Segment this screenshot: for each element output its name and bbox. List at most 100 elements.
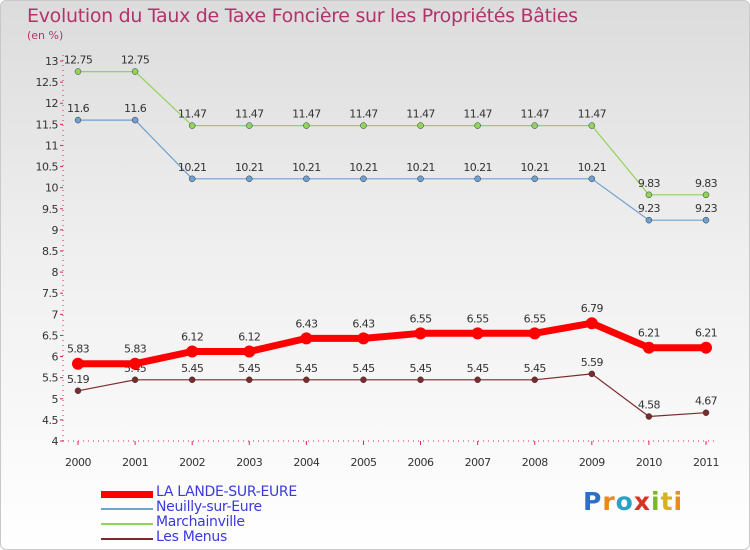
x-tick-label: 2010: [636, 456, 662, 469]
data-label: 5.19: [67, 373, 90, 386]
data-label: 11.6: [67, 102, 90, 115]
data-point: [360, 122, 367, 129]
data-label: 10.21: [578, 161, 607, 174]
data-label: 5.45: [295, 362, 318, 375]
data-label: 11.47: [178, 108, 207, 121]
data-label: 11.47: [463, 108, 492, 121]
data-point: [74, 116, 82, 124]
series-line: [77, 119, 707, 221]
data-point: [303, 122, 310, 129]
data-label: 6.43: [295, 317, 318, 330]
data-point: [474, 376, 481, 384]
data-label: 5.45: [524, 362, 547, 375]
data-label: 6.43: [352, 317, 375, 330]
y-tick-label: 7: [52, 308, 59, 321]
y-tick-label: 5: [52, 393, 59, 406]
data-point: [131, 68, 139, 75]
x-tick-label: 2001: [122, 456, 148, 469]
x-tick-label: 2003: [236, 456, 262, 469]
logo-letter: i: [673, 487, 684, 516]
data-label: 11.47: [578, 108, 607, 121]
data-point: [188, 175, 196, 183]
data-point: [645, 216, 653, 224]
logo-letter: t: [660, 487, 674, 516]
data-label: 5.83: [67, 343, 90, 356]
data-point: [131, 376, 139, 384]
data-point: [702, 409, 710, 416]
data-point: [357, 332, 370, 345]
data-label: 10.21: [178, 161, 207, 174]
legend-label: LA LANDE-SUR-EURE: [156, 484, 297, 500]
y-tick-label: 9: [52, 224, 59, 237]
data-point: [131, 116, 139, 124]
data-point: [300, 332, 313, 345]
logo-letter: x: [633, 487, 651, 516]
data-label: 5.45: [238, 362, 261, 375]
data-point: [303, 376, 310, 384]
data-label: 10.21: [235, 161, 264, 174]
data-label: 5.59: [581, 356, 604, 369]
data-point: [528, 327, 541, 340]
data-point: [531, 122, 538, 129]
x-tick-label: 2007: [465, 456, 491, 469]
y-tick-label: 12: [45, 97, 58, 110]
data-point: [188, 376, 196, 384]
data-label: 12.75: [64, 54, 93, 67]
data-point: [129, 357, 142, 370]
data-point: [417, 122, 424, 129]
data-label: 5.45: [409, 362, 432, 375]
data-point: [531, 376, 538, 384]
legend-swatch: [101, 508, 153, 510]
data-label: 9.23: [638, 202, 661, 215]
y-tick-label: 8: [52, 266, 59, 279]
data-point: [700, 341, 712, 354]
x-tick-label: 2005: [350, 456, 376, 469]
data-point: [588, 370, 596, 378]
x-tick-label: 2006: [408, 456, 434, 469]
y-unit-label: (en %): [27, 29, 64, 42]
x-tick-label: 2002: [179, 456, 205, 469]
y-tick-label: 6.5: [42, 329, 58, 342]
data-point: [474, 122, 481, 129]
proxiti-logo: Proxiti: [583, 487, 683, 516]
data-point: [246, 122, 253, 129]
data-label: 5.45: [467, 362, 490, 375]
data-label: 10.21: [406, 161, 435, 174]
data-label: 5.45: [352, 362, 375, 375]
data-point: [74, 387, 82, 395]
y-tick-label: 12.5: [36, 76, 59, 89]
logo-letter: o: [615, 487, 634, 516]
data-label: 11.47: [520, 108, 549, 121]
x-tick-label: 2009: [579, 456, 605, 469]
y-tick-label: 4.5: [42, 414, 58, 427]
logo-letter: P: [583, 487, 603, 516]
data-label: 6.55: [467, 312, 490, 325]
legend-label: Les Menus: [156, 529, 227, 545]
data-label: 9.83: [638, 177, 661, 190]
data-point: [474, 175, 481, 183]
data-label: 10.21: [463, 161, 492, 174]
chart-title: Evolution du Taux de Taxe Foncière sur l…: [27, 5, 578, 27]
data-point: [531, 175, 538, 183]
data-label: 6.55: [524, 312, 547, 325]
data-label: 9.83: [695, 177, 718, 190]
data-label: 9.23: [695, 202, 718, 215]
y-tick-label: 13: [45, 55, 58, 68]
x-tick-label: 2011: [693, 456, 719, 469]
data-label: 11.6: [124, 102, 147, 115]
data-point: [360, 376, 367, 384]
data-point: [588, 122, 596, 129]
data-label: 10.21: [292, 161, 321, 174]
y-tick-label: 11.5: [36, 118, 59, 131]
data-point: [246, 376, 253, 384]
data-point: [642, 341, 655, 354]
data-label: 4.67: [695, 395, 718, 408]
legend-swatch: [101, 523, 153, 525]
y-tick-label: 9.5: [42, 203, 58, 216]
y-tick-label: 4: [52, 435, 59, 448]
y-tick-label: 6: [52, 351, 59, 364]
data-label: 11.47: [235, 108, 264, 121]
data-label: 10.21: [520, 161, 549, 174]
series-line: [77, 373, 707, 418]
